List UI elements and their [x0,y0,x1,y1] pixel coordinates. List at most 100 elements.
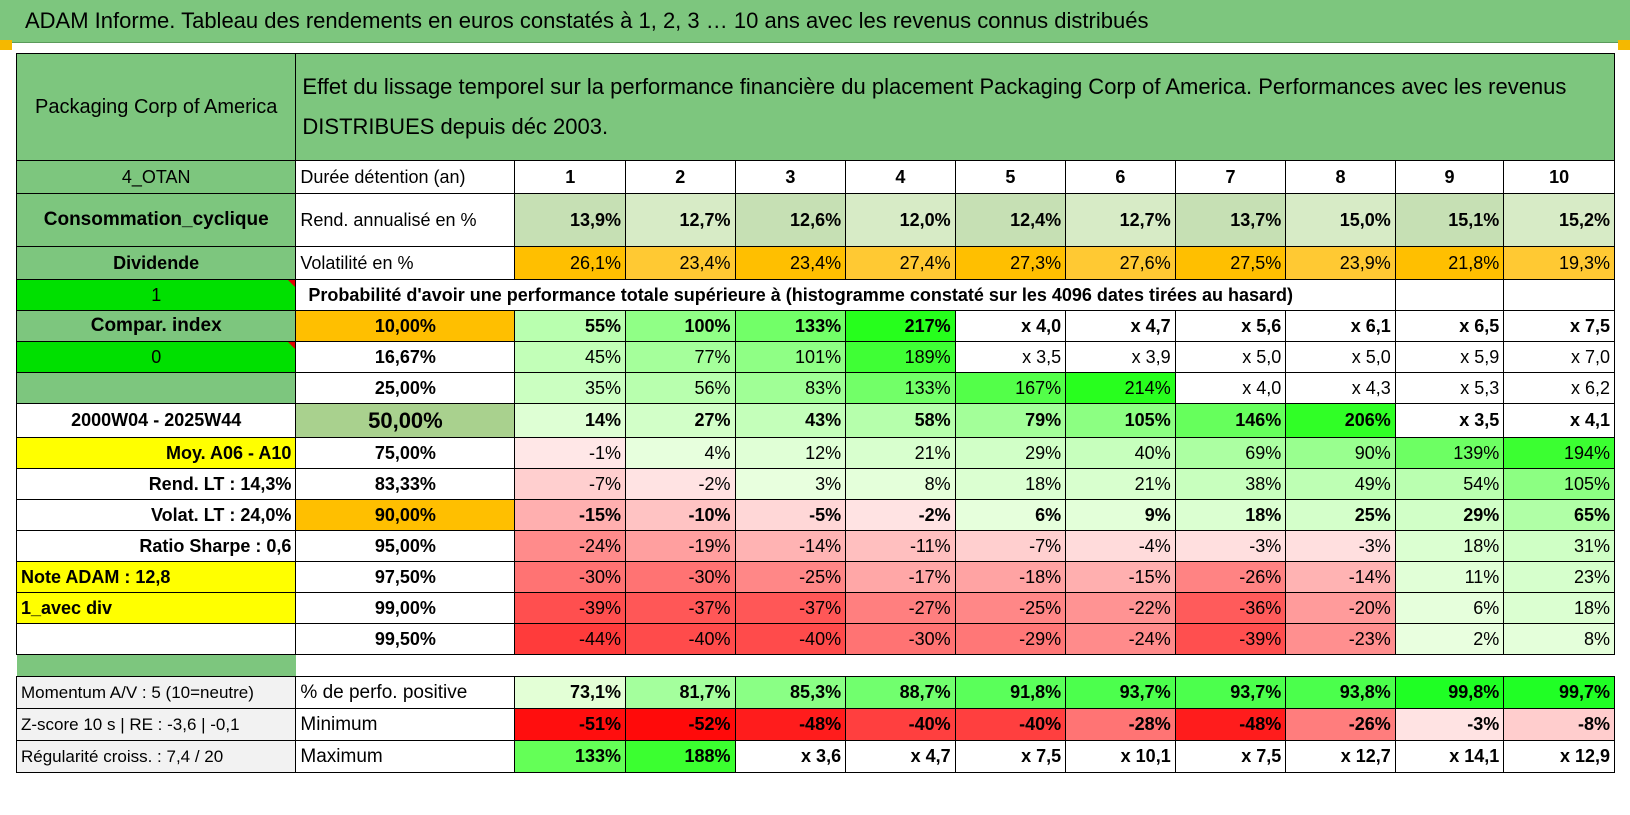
probability-value: 27% [625,403,736,438]
title-bar: ADAM Informe. Tableau des rendements en … [0,0,1630,43]
probability-value: 11% [1394,561,1505,593]
probability-value: x 5,0 [1174,341,1287,373]
maximum-value: x 3,6 [734,740,847,773]
probability-value: x 5,9 [1394,341,1505,373]
positive-value: 81,7% [625,676,736,709]
probability-row: Compar. index 10,00% 55% 100% 133% 217% x 4,0 x… [15,310,1615,342]
positive-value: 73,1% [514,676,627,709]
avec-div-label: 1_avec div [15,592,297,624]
rend-value: 13,7% [1174,193,1287,247]
year-header: 8 [1285,160,1396,194]
empty-cell [1503,279,1615,311]
maximum-value: 188% [625,740,736,773]
code-label: 4_OTAN [15,160,297,194]
minimum-value: -28% [1065,708,1176,741]
probability-value: x 7,0 [1503,341,1615,373]
rend-value: 15,0% [1285,193,1396,247]
probability-value: 12% [734,437,847,469]
probability-value: -14% [734,530,847,562]
probability-value: 18% [1174,499,1287,531]
probability-value: 29% [1394,499,1505,531]
probability-value: 14% [514,403,627,438]
probability-value: 6% [1394,592,1505,624]
probability-value: 29% [954,437,1067,469]
probability-value: -15% [514,499,627,531]
probability-value: -18% [954,561,1067,593]
rend-value: 15,2% [1503,193,1615,247]
probability-value: 189% [845,341,956,373]
minimum-value: -52% [625,708,736,741]
rend-value: 12,0% [845,193,956,247]
probability-value: -15% [1065,561,1176,593]
probability-value: -40% [734,623,847,655]
probability-value: 38% [1174,468,1287,500]
year-header: 6 [1065,160,1176,194]
probability-value: 69% [1174,437,1287,469]
year-header: 10 [1503,160,1615,194]
minimum-value: -51% [514,708,627,741]
probability-value: 206% [1285,403,1396,438]
probability-value: -5% [734,499,847,531]
probability-value: -37% [625,592,736,624]
year-header: 4 [845,160,956,194]
rend-row: Consommation_cyclique Rend. annualisé en … [15,193,1615,247]
period-label: 2000W04 - 2025W44 [15,403,297,438]
volat-value: 26,1% [514,246,627,280]
probability-value: x 7,5 [1503,310,1615,342]
probability-value: 8% [1503,623,1615,655]
volat-value: 23,4% [734,246,847,280]
probability-value: -39% [514,592,627,624]
probability-row: 99,50% -44% -40% -40% -30% -29% -24% -39% -23% 2%… [15,623,1615,655]
probability-value: 79% [954,403,1067,438]
probability-value: 217% [845,310,956,342]
volat-value: 27,4% [845,246,956,280]
minimum-value: -40% [845,708,956,741]
minimum-value: -26% [1285,708,1396,741]
probability-value: -19% [625,530,736,562]
spacer-cell [296,655,1615,677]
probability-value: 18% [1503,592,1615,624]
probability-value: x 4,0 [954,310,1067,342]
proba-label: Probabilité d'avoir une performance tota… [295,279,1396,311]
threshold-pct: 99,50% [295,623,516,655]
rend-value: 13,9% [514,193,627,247]
zscore-label: Z-score 10 s | RE : -3,6 | -0,1 [15,708,297,741]
probability-value: 4% [625,437,736,469]
probability-value: 146% [1174,403,1287,438]
probability-value: 8% [845,468,956,500]
year-header: 7 [1174,160,1287,194]
probability-value: -2% [625,468,736,500]
volat-value: 21,8% [1394,246,1505,280]
probability-value: 3% [734,468,847,500]
threshold-pct: 99,00% [295,592,516,624]
probability-value: 133% [734,310,847,342]
sector-label: Consommation_cyclique [15,193,297,247]
maximum-value: x 14,1 [1394,740,1505,773]
probability-value: 83% [734,372,847,404]
probability-value: x 6,5 [1394,310,1505,342]
maximum-row: Régularité croiss. : 7,4 / 20 Maximum 133%… [15,740,1615,773]
probability-value: 31% [1503,530,1615,562]
probability-value: 100% [625,310,736,342]
probability-value: x 4,7 [1065,310,1176,342]
probability-value: -27% [845,592,956,624]
probability-value: x 6,1 [1285,310,1396,342]
volat-value: 27,6% [1065,246,1176,280]
proba-header-row: 1 Probabilité d'avoir une performance tot… [15,279,1615,311]
probability-value: 2% [1394,623,1505,655]
duree-label: Durée détention (an) [295,160,516,194]
probability-value: -30% [625,561,736,593]
probability-value: -25% [954,592,1067,624]
probability-value: 45% [514,341,627,373]
maximum-value: x 12,9 [1503,740,1615,773]
probability-value: x 4,0 [1174,372,1287,404]
probability-value: 65% [1503,499,1615,531]
company-name: Packaging Corp of America [15,53,297,161]
maximum-value: x 4,7 [845,740,956,773]
minimum-row: Z-score 10 s | RE : -3,6 | -0,1 Minimum -5… [15,708,1615,741]
year-header: 3 [734,160,847,194]
year-header: 2 [625,160,736,194]
volat-value: 27,3% [954,246,1067,280]
threshold-pct: 16,67% [295,341,516,373]
probability-value: 25% [1285,499,1396,531]
